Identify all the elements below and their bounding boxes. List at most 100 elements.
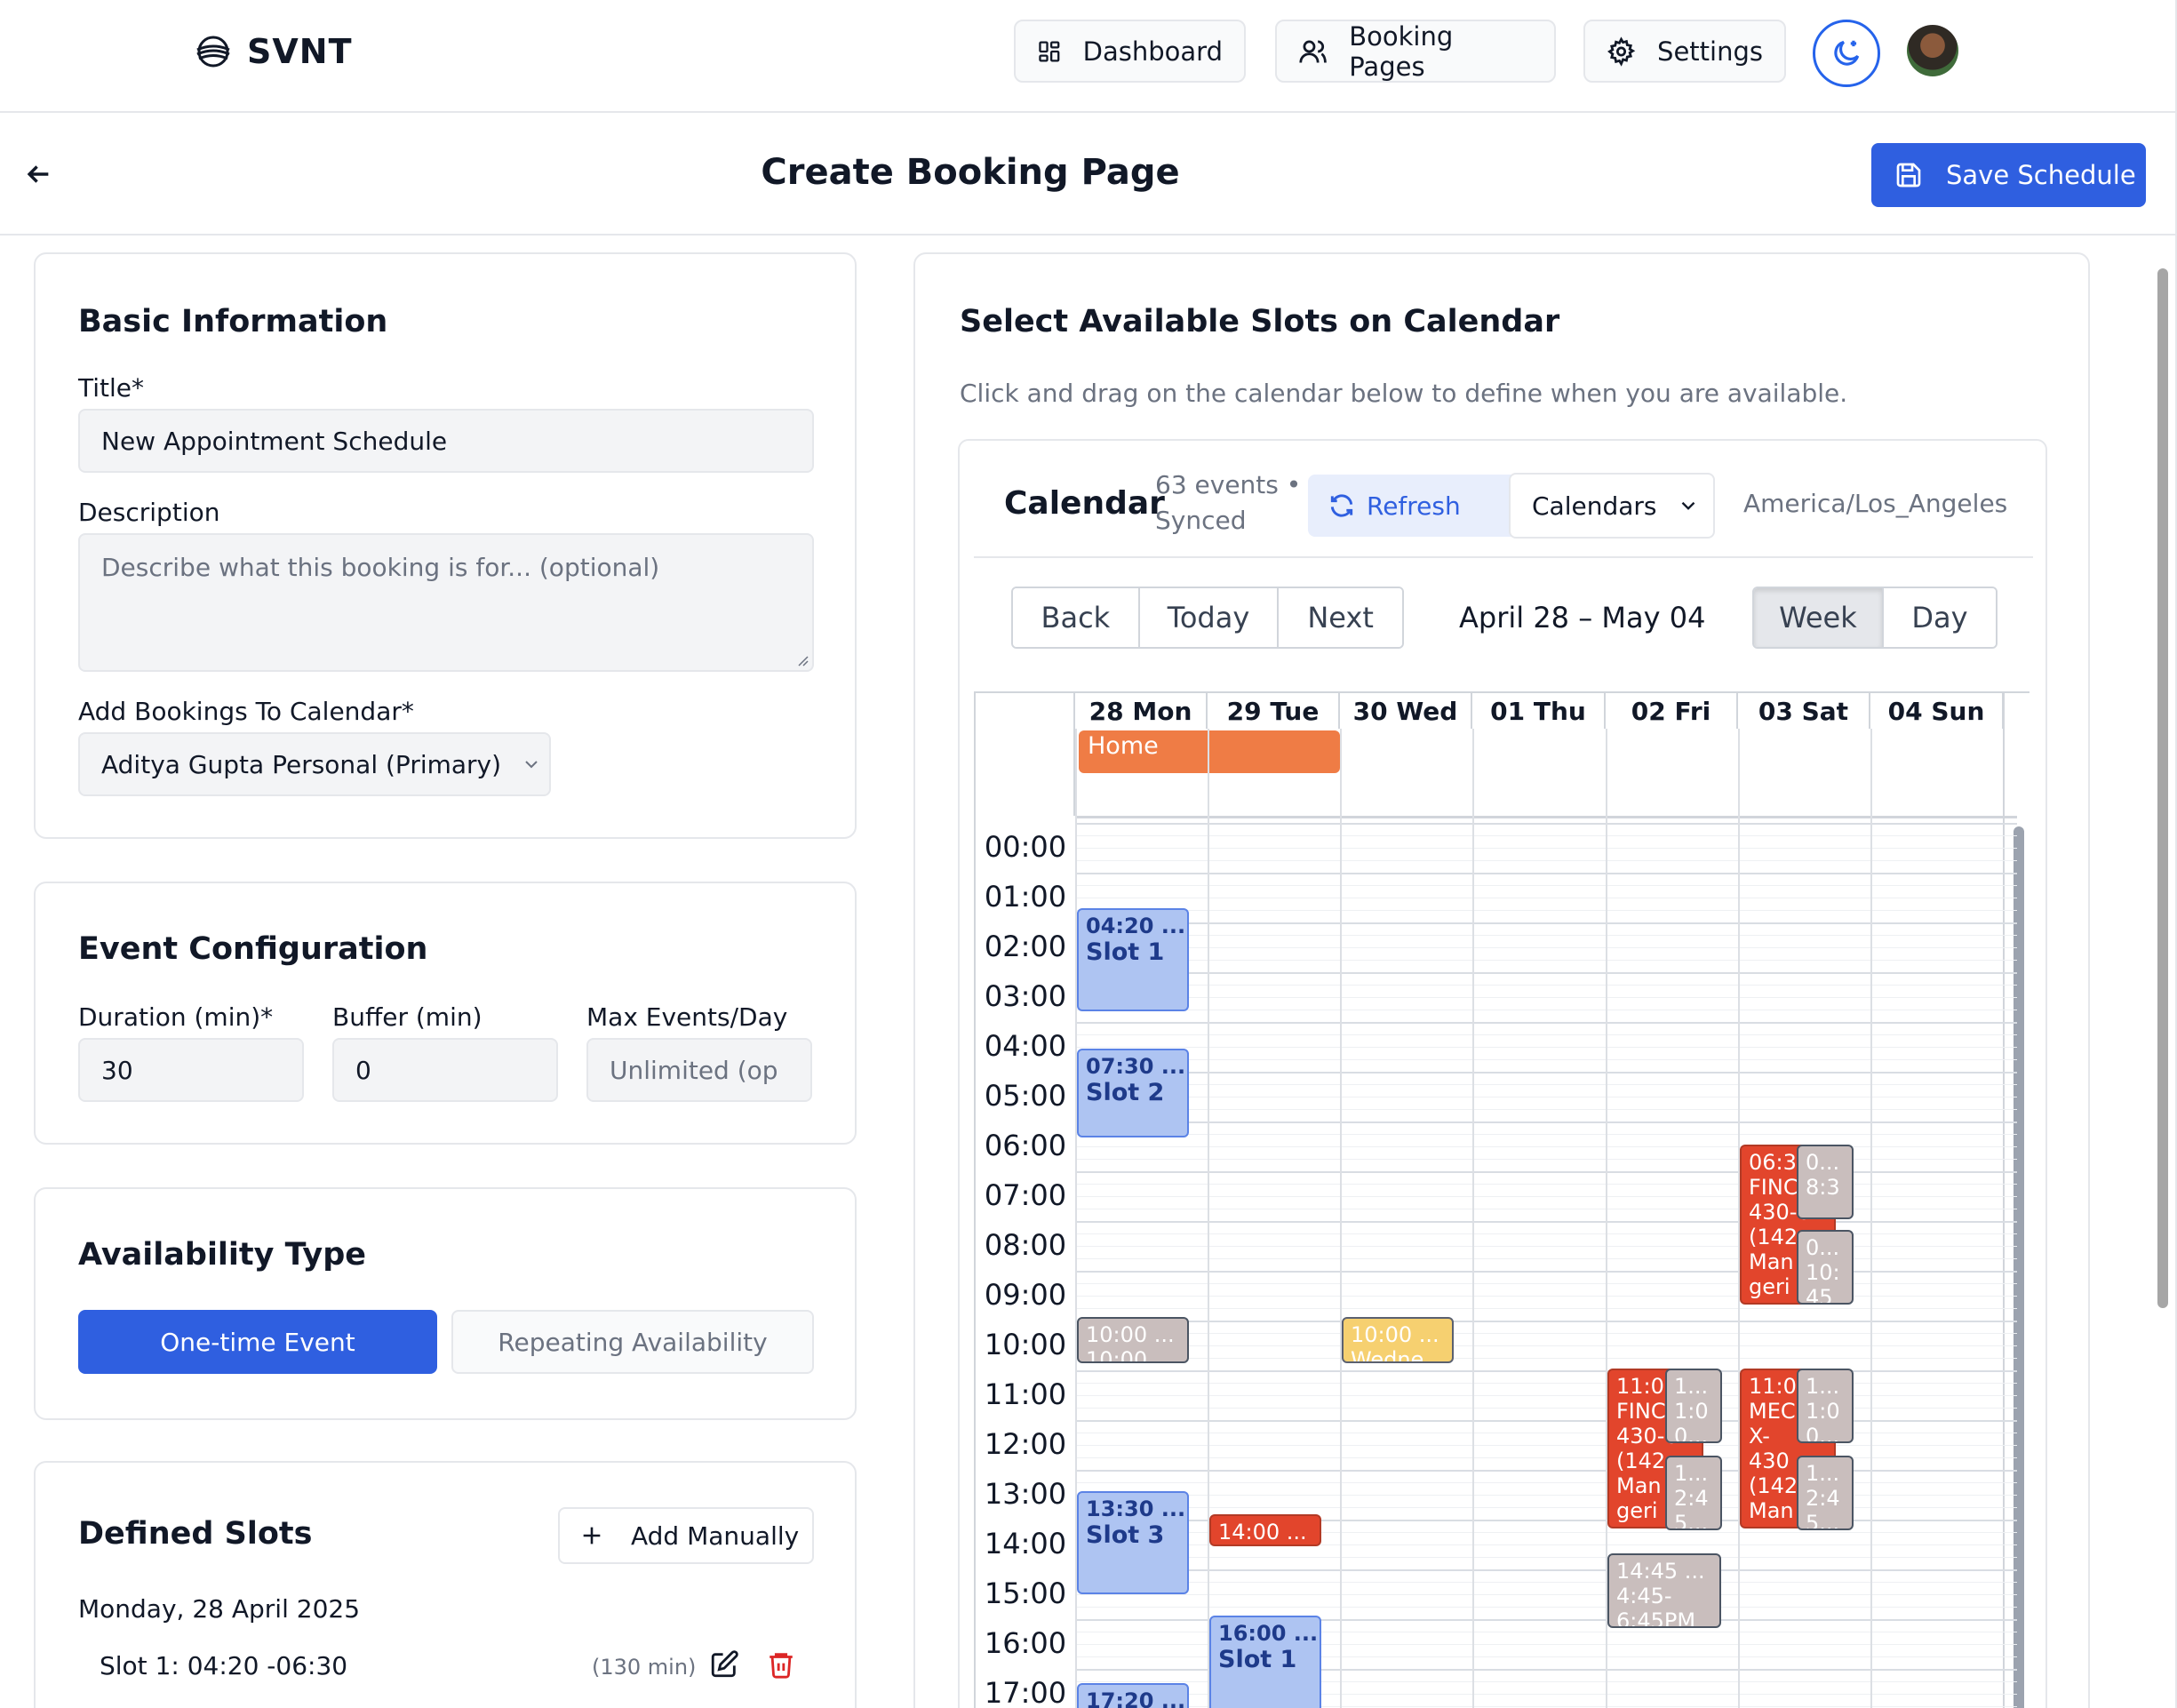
slot-2-event[interactable]: 07:30 ... Slot 2 <box>1077 1049 1189 1137</box>
title-input[interactable]: New Appointment Schedule <box>78 409 814 473</box>
event-text: 1:0 <box>1806 1399 1840 1424</box>
back-arrow-icon[interactable] <box>23 159 53 189</box>
slot-line <box>1075 1296 2017 1297</box>
today-button[interactable]: Today <box>1139 588 1280 647</box>
defined-slots-heading: Defined Slots <box>78 1516 313 1552</box>
save-schedule-button[interactable]: Save Schedule <box>1871 143 2146 207</box>
sat-gray-event-b[interactable]: 0... 10: 45 <box>1797 1230 1854 1305</box>
wed-yellow-event[interactable]: 10:00 ... Wedne... <box>1342 1317 1454 1363</box>
nav-booking-pages-label: Booking Pages <box>1349 20 1454 82</box>
buffer-input[interactable]: 0 <box>332 1038 558 1102</box>
day-header-fri: 02 Fri <box>1606 693 1738 729</box>
slot-line <box>1075 1246 2017 1247</box>
duration-input[interactable]: 30 <box>78 1038 304 1102</box>
calendars-dropdown[interactable]: Calendars <box>1509 473 1715 539</box>
hour-line <box>1075 1171 2017 1173</box>
chevron-down-icon <box>1681 501 1695 510</box>
slot-line <box>1075 1159 2017 1160</box>
trash-icon[interactable] <box>766 1649 796 1680</box>
refresh-button[interactable]: Refresh <box>1308 475 1518 537</box>
calendar-select[interactable]: Aditya Gupta Personal (Primary) <box>78 732 551 796</box>
fri-gray-event-c[interactable]: 14:45 ... 4:45- 6:45PM <box>1607 1553 1721 1628</box>
resize-handle-icon[interactable] <box>794 652 809 666</box>
event-text: 5... <box>1806 1511 1840 1530</box>
next-button[interactable]: Next <box>1279 588 1402 647</box>
slot-line <box>1075 848 2017 849</box>
day-view-button[interactable]: Day <box>1883 588 1996 647</box>
event-text: 16:00 ... <box>1218 1621 1319 1646</box>
hour-label: 11:00 <box>984 1377 1067 1411</box>
avatar[interactable] <box>1907 25 1958 76</box>
slot-line <box>1075 1507 2017 1508</box>
add-manually-button[interactable]: Add Manually <box>558 1507 814 1564</box>
week-grid[interactable]: 28 Mon 29 Tue 30 Wed 01 Thu 02 Fri 03 Sa… <box>974 691 2029 1708</box>
slot-line <box>1075 885 2017 886</box>
calendar-scrollbar[interactable] <box>2014 826 2024 1708</box>
sat-gray-event-c[interactable]: 1... 1:0 0... <box>1797 1369 1854 1443</box>
week-view-button[interactable]: Week <box>1754 588 1884 647</box>
slot-line <box>1075 1532 2017 1533</box>
max-events-input[interactable]: Unlimited (op <box>586 1038 812 1102</box>
mon-1720-event[interactable]: 17:20 ... <box>1077 1683 1189 1708</box>
slot-line <box>1075 947 2017 948</box>
availability-type-card: Availability Type One-time Event Repeati… <box>34 1187 857 1420</box>
page-scrollbar-thumb[interactable] <box>2157 268 2168 1308</box>
event-text: 430 <box>1749 1449 1790 1473</box>
event-text: 2:4 <box>1806 1486 1840 1511</box>
event-text: 13:30 ... <box>1086 1496 1186 1521</box>
repeating-availability-button[interactable]: Repeating Availability <box>451 1310 814 1374</box>
event-text: 0... <box>1806 1150 1840 1175</box>
sat-gray-event-d[interactable]: 1... 2:4 5... <box>1797 1456 1854 1530</box>
hour-line <box>1075 922 2017 924</box>
event-text: 1... <box>1806 1461 1840 1486</box>
slot-line <box>1075 910 2017 911</box>
basic-information-heading: Basic Information <box>78 304 388 339</box>
back-button[interactable]: Back <box>1013 588 1140 647</box>
slot-line <box>1075 1059 2017 1060</box>
slot-1-event[interactable]: 04:20 ... Slot 1 <box>1077 908 1189 1011</box>
tue-red-event[interactable]: 14:00 ... <box>1209 1514 1321 1546</box>
navigation-button-group: Back Today Next <box>1011 587 1404 649</box>
page-scrollbar[interactable] <box>2154 240 2172 1706</box>
hour-label: 08:00 <box>984 1228 1067 1262</box>
refresh-icon <box>1330 494 1353 517</box>
grid-right-border <box>2003 693 2005 1708</box>
nav-booking-pages-button[interactable]: Booking Pages <box>1275 20 1556 83</box>
sat-gray-event-a[interactable]: 0... 8:3 <box>1797 1145 1854 1219</box>
edit-icon[interactable] <box>709 1649 739 1680</box>
calendar-toolbar-divider <box>974 556 2033 558</box>
nav-settings-button[interactable]: Settings <box>1583 20 1786 83</box>
fri-gray-event-b[interactable]: 1... 2:4 5... <box>1665 1456 1722 1530</box>
hour-label: 03:00 <box>984 979 1067 1013</box>
hour-line <box>1075 1121 2017 1123</box>
mon-gray-event[interactable]: 10:00 ... 10:00 ... <box>1077 1317 1189 1363</box>
fri-gray-event-a[interactable]: 1... 1:0 0... <box>1665 1369 1722 1443</box>
slot-line <box>1075 1457 2017 1458</box>
logo[interactable]: SVNT <box>194 30 353 73</box>
slot-line <box>1075 1383 2017 1384</box>
event-text: FINC <box>1616 1399 1666 1424</box>
sat-red-event-a[interactable]: 06:3 FINC 430-0 (142 Man geri <box>1740 1145 1836 1305</box>
slot-line <box>1075 1047 2017 1048</box>
event-configuration-card: Event Configuration Duration (min)* 30 B… <box>34 882 857 1145</box>
day-header-tue: 29 Tue <box>1208 693 1340 729</box>
slot-line <box>1075 1146 2017 1147</box>
slot-line <box>1075 1656 2017 1657</box>
one-time-event-button[interactable]: One-time Event <box>78 1310 437 1374</box>
nav-dashboard-button[interactable]: Dashboard <box>1014 20 1246 83</box>
slot-3-event[interactable]: 13:30 ... Slot 3 <box>1077 1491 1189 1594</box>
event-text: 0... <box>1806 1424 1840 1443</box>
description-textarea[interactable]: Describe what this booking is for... (op… <box>78 533 814 672</box>
allday-event-home[interactable]: Home <box>1079 730 1340 773</box>
day-column-divider <box>1208 729 1209 1708</box>
slot-line <box>1075 1681 2017 1682</box>
tue-slot-1-event[interactable]: 16:00 ... Slot 1 <box>1209 1616 1321 1708</box>
hour-line <box>1075 1022 2017 1024</box>
theme-toggle-button[interactable] <box>1813 20 1880 87</box>
hour-line <box>1075 1619 2017 1621</box>
hour-line <box>1075 1370 2017 1372</box>
duration-label: Duration (min)* <box>78 1002 274 1032</box>
chevron-down-icon <box>525 761 538 769</box>
hour-line <box>1075 1321 2017 1322</box>
day-header-wed: 30 Wed <box>1340 693 1472 729</box>
